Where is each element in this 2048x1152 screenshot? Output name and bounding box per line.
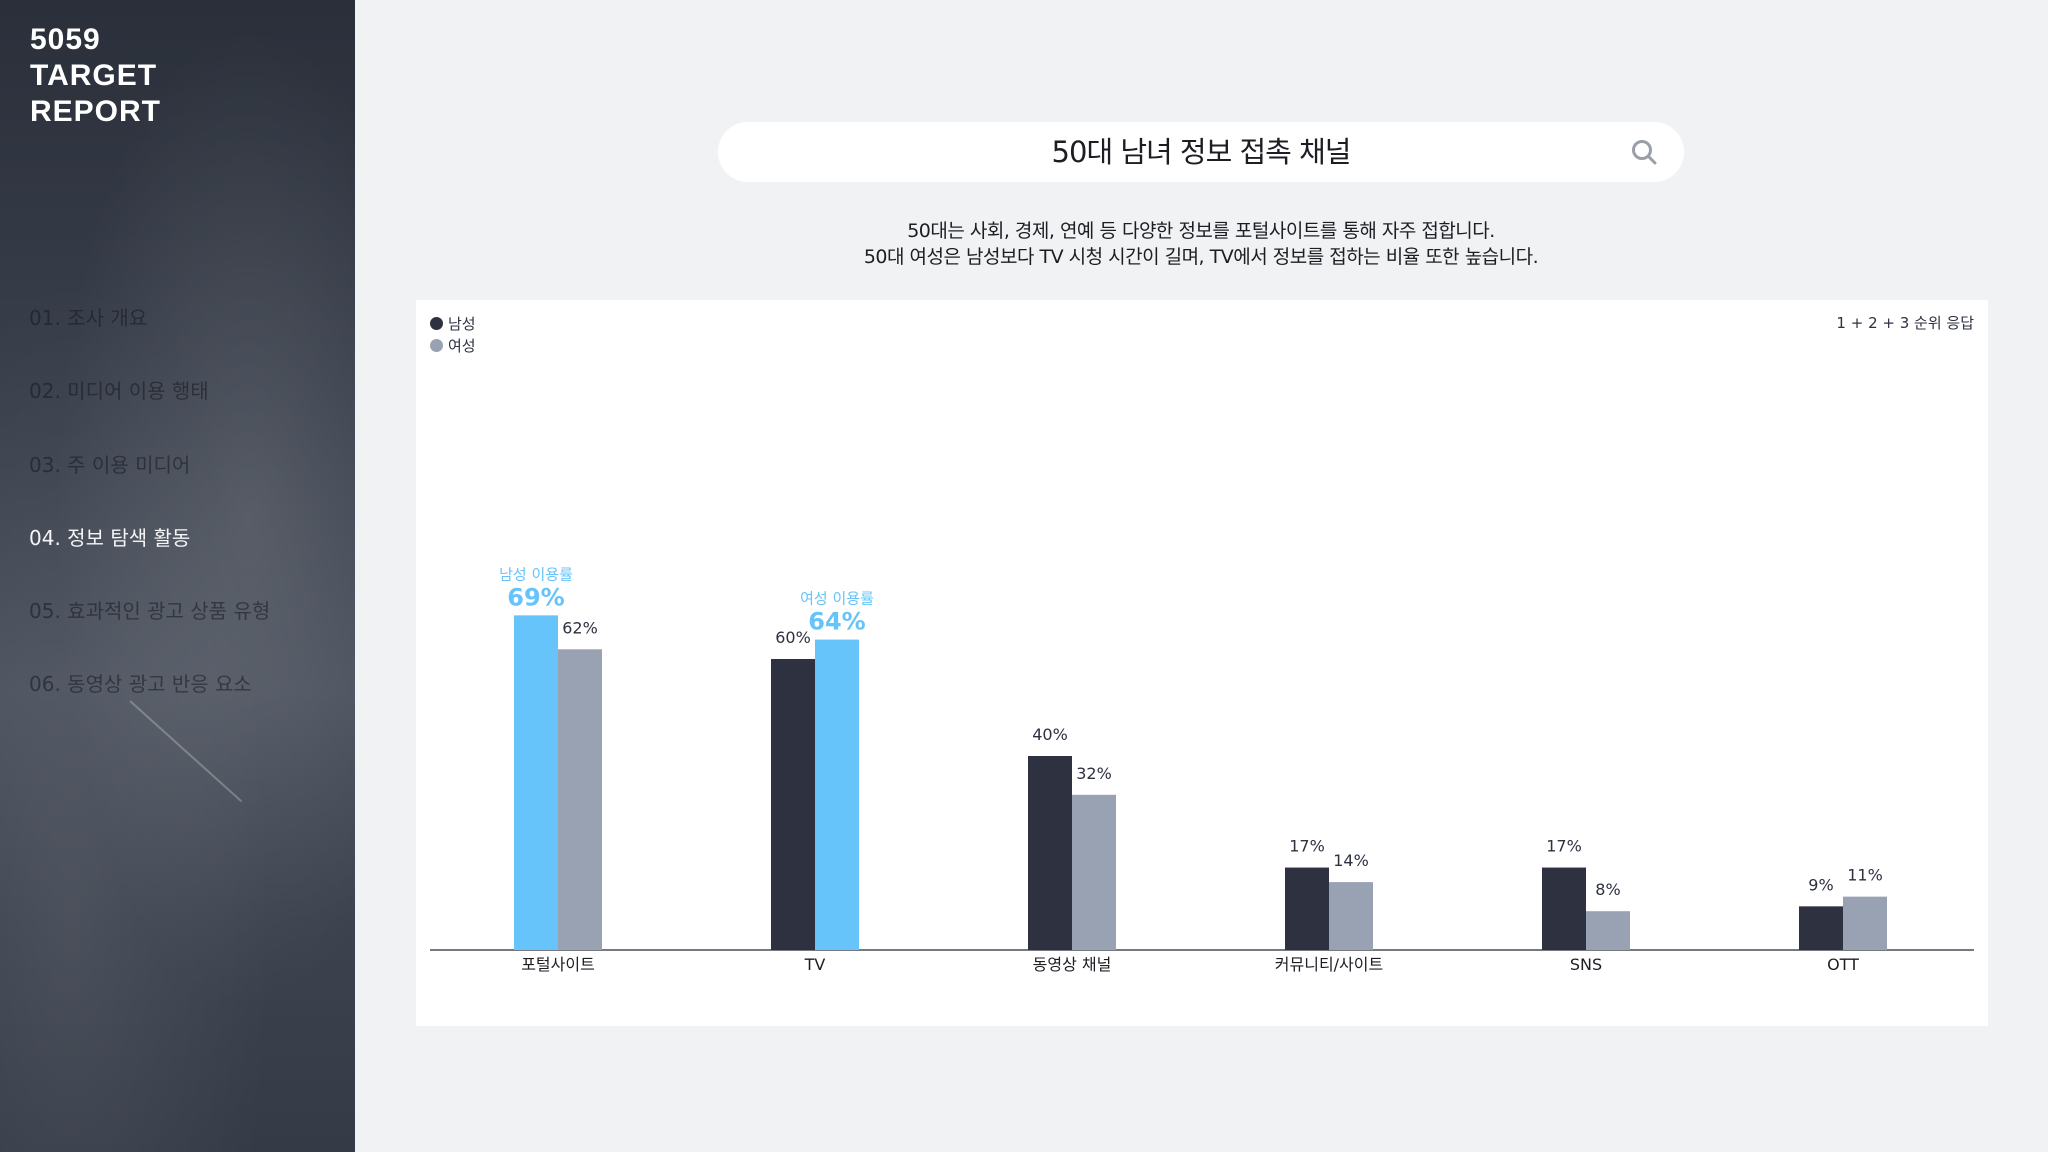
sidebar-background-photo <box>0 0 355 1152</box>
sidebar-item-video-ad[interactable]: 06. 동영상 광고 반응 요소 <box>29 672 252 697</box>
data-label-male-5: 9% <box>1808 875 1833 894</box>
data-label-male-2: 40% <box>1032 725 1068 744</box>
brand-line-2: TARGET <box>30 59 158 92</box>
data-label-female-2: 32% <box>1076 764 1112 783</box>
x-tick-label-3: 커뮤니티/사이트 <box>1275 955 1383 974</box>
sidebar-item-info-search[interactable]: 04. 정보 탐색 활동 <box>29 525 191 550</box>
sidebar-item-ad-types[interactable]: 05. 효과적인 광고 상품 유형 <box>29 599 271 624</box>
highlight-caption-1: 여성 이용률 <box>800 590 874 608</box>
x-tick-label-5: OTT <box>1827 955 1859 974</box>
brand-line-1: 5059 <box>30 23 101 56</box>
chart-legend: 남성 여성 <box>430 312 476 356</box>
sidebar-item-overview[interactable]: 01. 조사 개요 <box>29 306 148 330</box>
bar-female-1 <box>815 639 859 950</box>
legend-label-female: 여성 <box>448 336 476 355</box>
data-label-highlight-0: 69% <box>507 583 564 611</box>
bar-male-4 <box>1542 867 1586 950</box>
description-line-2: 50대 여성은 남성보다 TV 시청 시간이 길며, TV에서 정보를 접하는 … <box>863 246 1539 268</box>
x-tick-label-1: TV <box>804 955 826 974</box>
page-title: 50대 남녀 정보 접촉 채널 <box>1051 135 1352 169</box>
legend-swatch-male <box>430 316 443 330</box>
bar-male-3 <box>1285 867 1329 950</box>
sidebar-item-main-media[interactable]: 03. 주 이용 미디어 <box>29 452 191 477</box>
legend-swatch-female <box>430 338 443 352</box>
sidebar-item-media-usage[interactable]: 02. 미디어 이용 행태 <box>29 379 209 404</box>
data-label-male-3: 17% <box>1289 837 1325 856</box>
report-logo[interactable]: 5059 TARGET REPORT <box>30 22 161 130</box>
chart-note: 1 + 2 + 3 순위 응답 <box>1836 314 1974 332</box>
data-label-female-3: 14% <box>1333 851 1369 870</box>
bar-female-5 <box>1843 896 1887 950</box>
data-label-male-1: 60% <box>775 628 811 647</box>
data-label-female-0: 62% <box>562 618 598 637</box>
title-search-bar[interactable]: 50대 남녀 정보 접촉 채널 <box>718 122 1684 182</box>
bar-female-3 <box>1329 882 1373 950</box>
data-label-female-4: 8% <box>1595 880 1620 899</box>
data-label-male-4: 17% <box>1546 837 1582 856</box>
brand-line-3: REPORT <box>30 95 162 128</box>
bar-male-5 <box>1799 906 1843 950</box>
bar-female-0 <box>558 649 602 950</box>
chart-panel: 69% 남성 이용률 62% 포털사이트 60% 64% 여성 이용률 TV 40% 32% 동영상… <box>416 300 1988 1026</box>
bar-male-1 <box>771 659 815 950</box>
bar-male-2 <box>1028 756 1072 950</box>
data-label-female-5: 11% <box>1847 866 1883 885</box>
data-label-highlight-1: 64% <box>808 608 865 636</box>
sidebar-menu: 01. 조사 개요 02. 미디어 이용 행태 03. 주 이용 미디어 04.… <box>29 300 270 740</box>
description-line-1: 50대는 사회, 경제, 연예 등 다양한 정보를 포털사이트를 통해 자주 접… <box>907 220 1495 242</box>
bar-chart: 69%남성 이용률 62% 포털사이트 60%64%여성 이용률 TV 40% 32% 동영상… <box>430 565 1974 974</box>
x-tick-label-2: 동영상 채널 <box>1033 955 1112 974</box>
highlight-caption-0: 남성 이용률 <box>499 565 573 583</box>
x-tick-label-4: SNS <box>1570 955 1602 974</box>
search-icon[interactable] <box>1630 138 1658 166</box>
sidebar: 5059 TARGET REPORT 01. 조사 개요 02. 미디어 이용 … <box>0 0 355 1152</box>
legend-label-male: 남성 <box>448 314 476 333</box>
bar-female-2 <box>1072 794 1116 950</box>
bar-female-4 <box>1586 911 1630 950</box>
legend-item-female: 여성 <box>430 334 476 356</box>
legend-item-male: 남성 <box>430 312 476 334</box>
bar-male-0 <box>514 615 558 950</box>
x-tick-label-0: 포털사이트 <box>521 955 595 974</box>
